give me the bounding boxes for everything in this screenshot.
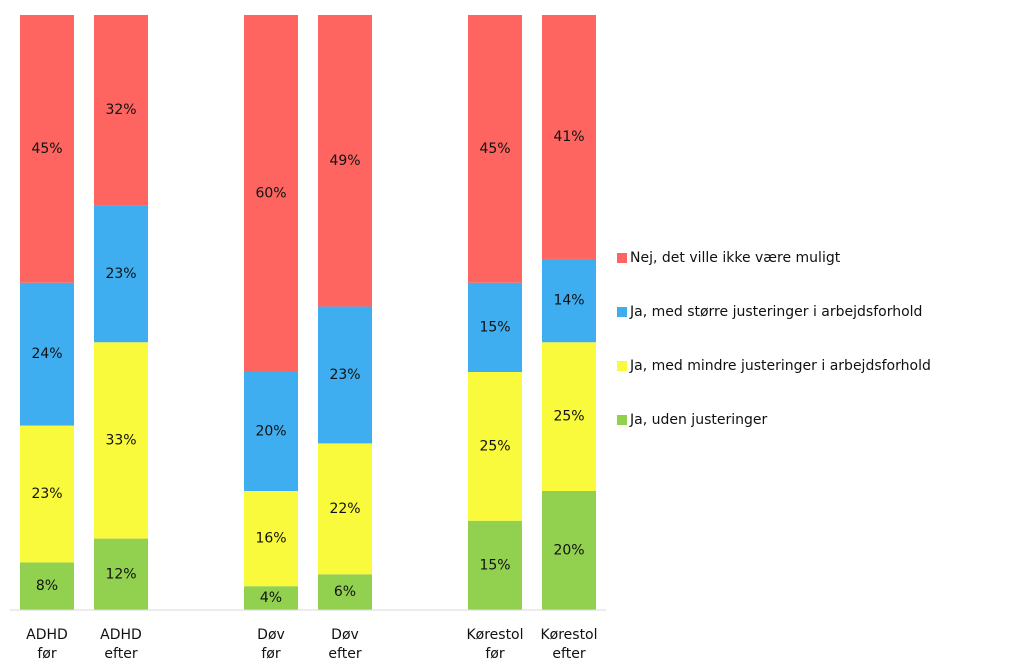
x-tick-label: ADHD (100, 627, 142, 643)
legend-label: Ja, med større justeringer i arbejdsforh… (629, 304, 922, 320)
x-tick-label: efter (552, 646, 585, 662)
bar-segment (542, 491, 596, 610)
x-tick-label: efter (328, 646, 361, 662)
data-label: 6% (334, 584, 356, 600)
bar-segment (468, 520, 522, 610)
data-label: 23% (105, 266, 136, 282)
legend-label: Ja, uden justeringer (629, 412, 767, 428)
x-tick-label: ADHD (26, 627, 68, 643)
data-label: 41% (553, 129, 584, 145)
x-tick-label: Døv (257, 627, 285, 643)
data-label: 15% (479, 557, 510, 573)
data-label: 8% (36, 578, 58, 594)
data-label: 25% (553, 409, 584, 425)
bar-segment (20, 282, 74, 426)
legend-label: Nej, det ville ikke være muligt (630, 250, 841, 266)
legend-swatch (617, 253, 627, 263)
data-label: 23% (329, 367, 360, 383)
data-label: 15% (479, 319, 510, 335)
bar-segment (244, 491, 298, 587)
bar-segment (94, 205, 148, 343)
bar-segment (318, 15, 372, 307)
bar-segment (318, 306, 372, 444)
bar-segment (94, 342, 148, 539)
data-label: 33% (105, 432, 136, 448)
bar-segment (542, 15, 596, 259)
data-label: 14% (553, 293, 584, 309)
bar-segment (244, 15, 298, 372)
x-tick-label: før (261, 646, 280, 662)
data-label: 16% (255, 531, 286, 547)
bar-segment (94, 15, 148, 206)
bar-segment (468, 282, 522, 372)
data-label: 45% (31, 141, 62, 157)
bar-segment (318, 574, 372, 610)
bar-segment (542, 342, 596, 491)
data-label: 24% (31, 346, 62, 362)
data-label: 22% (329, 501, 360, 517)
data-label: 45% (479, 141, 510, 157)
bar-segment (542, 258, 596, 343)
bar-segment (94, 538, 148, 610)
data-label: 60% (255, 186, 286, 202)
bar-segment (20, 15, 74, 283)
data-label: 20% (255, 424, 286, 440)
x-tick-label: Kørestol (540, 627, 597, 643)
x-tick-label: efter (104, 646, 137, 662)
bar-segment (20, 562, 74, 610)
x-tick-label: før (37, 646, 56, 662)
data-label: 49% (329, 153, 360, 169)
x-tick-label: Døv (331, 627, 359, 643)
legend-swatch (617, 307, 627, 317)
data-label: 4% (260, 590, 282, 606)
bar-segment (318, 443, 372, 575)
bar-segment (468, 15, 522, 283)
data-label: 32% (105, 102, 136, 118)
bar-segment (244, 586, 298, 610)
legend-swatch (617, 361, 627, 371)
bar-segment (468, 372, 522, 521)
legend-label: Ja, med mindre justeringer i arbejdsforh… (629, 358, 931, 374)
x-tick-label: før (485, 646, 504, 662)
data-label: 12% (105, 566, 136, 582)
bar-segment (244, 372, 298, 491)
data-label: 23% (31, 486, 62, 502)
x-tick-label: Kørestol (466, 627, 523, 643)
data-label: 25% (479, 438, 510, 454)
bar-segment (20, 425, 74, 563)
data-label: 20% (553, 543, 584, 559)
legend-swatch (617, 415, 627, 425)
